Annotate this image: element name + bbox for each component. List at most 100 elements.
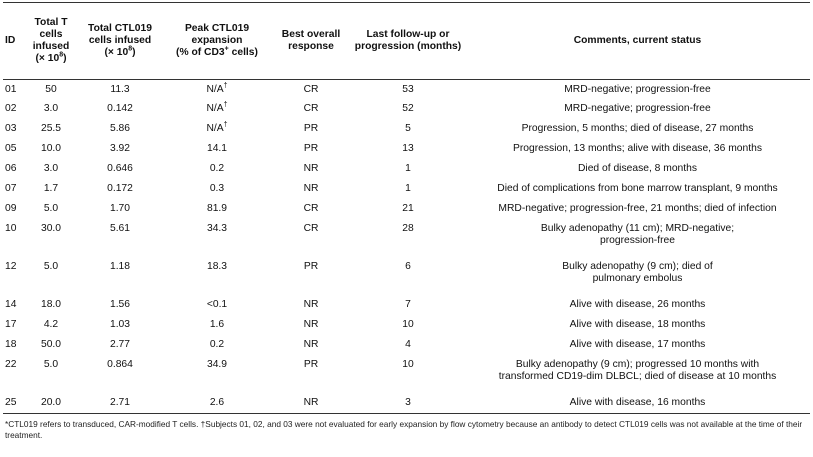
header-last-followup: Last follow-up or progression (months)	[354, 28, 462, 52]
header-peak-unit-end: cells)	[228, 46, 258, 58]
table-row: 14 18.0 1.56 <0.1 NR 7 Alive with disease, 26 …	[3, 295, 810, 315]
cell-total-t: 18.0	[40, 299, 62, 310]
cell-total-t: 4.2	[43, 319, 59, 330]
peak-value: 81.9	[206, 203, 228, 214]
header-peak-sup: +	[224, 45, 229, 53]
cell-total-ctl019: 1.03	[109, 319, 131, 330]
cell-peak-expansion: 0.2	[163, 335, 271, 355]
header-total-t-unit: (× 10	[35, 52, 60, 64]
cell-comments: Alive with disease, 17 months	[465, 335, 810, 355]
cell-comments: MRD-negative; progression-free, 21 month…	[465, 199, 810, 219]
cell-total-t: 3.0	[43, 163, 59, 174]
cell-last-followup: 3	[405, 397, 411, 408]
comment-line: Progression, 13 months; alive with disea…	[513, 143, 762, 154]
comment-line: Progression, 5 months; died of disease, …	[521, 123, 754, 134]
cell-best-response: NR	[303, 299, 319, 310]
cell-total-t: 3.0	[43, 103, 59, 114]
cell-best-response: NR	[303, 319, 319, 330]
cell-best-response: CR	[303, 103, 319, 114]
cell-comments: Died of complications from bone marrow t…	[465, 179, 810, 199]
cell-total-ctl019: 0.142	[107, 103, 133, 114]
comment-line: MRD-negative; progression-free	[564, 103, 711, 114]
cell-id: 05	[5, 143, 17, 154]
cell-id: 22	[5, 359, 17, 370]
cell-id: 02	[5, 103, 17, 114]
cell-best-response: NR	[303, 397, 319, 408]
comment-line: pulmonary embolus	[592, 273, 683, 284]
cell-peak-expansion: N/A†	[163, 79, 271, 99]
patient-results-table: ID Total T cells infused (× 108) Total C…	[3, 3, 810, 413]
header-id: ID	[5, 34, 16, 46]
comment-line: progression-free	[600, 235, 675, 246]
peak-value: 34.3	[206, 223, 228, 234]
cell-last-followup: 13	[402, 143, 414, 154]
cell-last-followup: 10	[402, 319, 414, 330]
cell-peak-expansion: <0.1	[163, 295, 271, 315]
comment-line: Bulky adenopathy (9 cm); died of	[562, 261, 713, 272]
comment-line: Died of disease, 8 months	[577, 163, 698, 174]
cell-comments: Alive with disease, 26 months	[465, 295, 810, 315]
cell-peak-expansion: 0.2	[163, 159, 271, 179]
cell-best-response: CR	[303, 83, 319, 95]
cell-best-response: NR	[303, 163, 319, 174]
table-row: 09 5.0 1.70 81.9 CR 21 MRD-negative; progressi…	[3, 199, 810, 219]
table-row: 12 5.0 1.18 18.3 PR 6 Bulky adenopathy (9 cm);…	[3, 257, 810, 295]
peak-value: 34.9	[206, 359, 228, 370]
header-row: ID Total T cells infused (× 108) Total C…	[3, 3, 810, 79]
cell-id: 09	[5, 203, 17, 214]
cell-total-ctl019: 2.71	[109, 397, 131, 408]
header-comments: Comments, current status	[573, 34, 702, 46]
cell-best-response: NR	[303, 339, 319, 350]
cell-comments: MRD-negative; progression-free	[465, 79, 810, 99]
table-row: 01 50 11.3 N/A† CR 53 MRD-negative; progressio…	[3, 79, 810, 99]
cell-last-followup: 4	[405, 339, 411, 350]
header-total-ctl-unit: (× 10	[104, 46, 129, 58]
table-row: 06 3.0 0.646 0.2 NR 1 Died of disease, 8 month…	[3, 159, 810, 179]
comment-line: Alive with disease, 17 months	[569, 339, 706, 350]
cell-total-ctl019: 0.172	[107, 183, 133, 194]
cell-last-followup: 1	[405, 163, 411, 174]
peak-value: N/A	[206, 103, 224, 114]
cell-total-ctl019: 5.61	[109, 223, 131, 234]
cell-total-ctl019: 5.86	[109, 123, 131, 134]
cell-total-t: 50	[45, 83, 57, 95]
comment-line: MRD-negative; progression-free, 21 month…	[498, 203, 777, 214]
cell-comments: Died of disease, 8 months	[465, 159, 810, 179]
cell-best-response: NR	[303, 183, 319, 194]
cell-id: 25	[5, 397, 17, 408]
table-top-rule	[3, 2, 810, 3]
cell-total-t: 10.0	[40, 143, 62, 154]
cell-comments: MRD-negative; progression-free	[465, 99, 810, 119]
cell-last-followup: 53	[402, 83, 414, 95]
comment-line: Alive with disease, 16 months	[569, 397, 706, 408]
cell-last-followup: 6	[405, 261, 411, 272]
cell-last-followup: 7	[405, 299, 411, 310]
peak-value: 0.3	[209, 183, 225, 194]
cell-best-response: PR	[303, 123, 319, 134]
cell-best-response: CR	[303, 223, 319, 234]
cell-id: 18	[5, 339, 17, 350]
cell-peak-expansion: 34.9	[163, 355, 271, 393]
cell-comments: Progression, 13 months; alive with disea…	[465, 139, 810, 159]
cell-comments: Bulky adenopathy (9 cm); died of pulmonar…	[465, 257, 810, 295]
cell-best-response: PR	[303, 359, 319, 370]
cell-total-ctl019: 2.77	[109, 339, 131, 350]
cell-total-ctl019: 1.18	[109, 261, 131, 272]
comment-line: transformed CD19-dim DLBCL; died of dise…	[498, 371, 777, 382]
table-row: 22 5.0 0.864 34.9 PR 10 Bulky adenopathy (9 cm…	[3, 355, 810, 393]
header-total-ctl-exp: 8	[128, 45, 133, 53]
comment-line: Alive with disease, 18 months	[569, 319, 706, 330]
comment-line: Died of complications from bone marrow t…	[497, 183, 778, 194]
dagger-mark: †	[223, 121, 228, 129]
cell-id: 10	[5, 223, 17, 234]
cell-comments: Alive with disease, 18 months	[465, 315, 810, 335]
cell-id: 17	[5, 319, 17, 330]
cell-id: 07	[5, 183, 17, 194]
header-peak-expansion: Peak CTL019 expansion (% of CD3+ cells)	[163, 3, 271, 79]
table-row: 25 20.0 2.71 2.6 NR 3 Alive with disease, 16 m…	[3, 393, 810, 413]
cell-total-ctl019: 0.646	[107, 163, 133, 174]
table-bottom-rule	[3, 413, 810, 414]
header-total-ctl-label: Total CTL019 cells infused	[88, 22, 152, 46]
cell-comments: Bulky adenopathy (9 cm); progressed 10 m…	[465, 355, 810, 393]
cell-last-followup: 21	[402, 203, 414, 214]
